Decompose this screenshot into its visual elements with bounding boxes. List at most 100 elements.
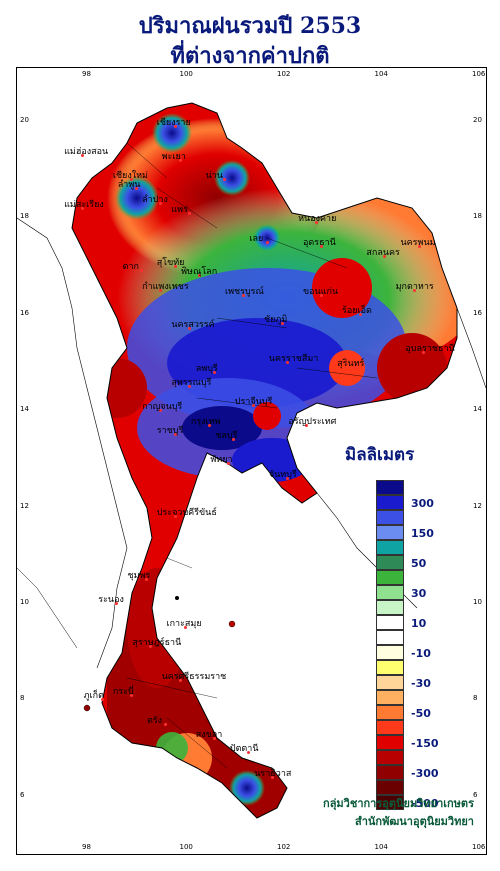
station-marker [222,177,226,181]
station-marker [81,153,85,157]
station-marker [320,293,323,297]
legend-swatch [376,780,404,795]
place-label: เพชรบูรณ์ [225,286,264,297]
station-marker [173,433,177,437]
legend-swatch [376,630,404,645]
lon-tick-label: 104 [374,843,388,851]
legend-swatch [376,555,404,570]
lon-tick-label: 106 [472,70,486,78]
lon-tick-label: 102 [277,70,291,78]
legend-swatch [376,645,404,660]
legend-swatch [376,510,404,525]
station-marker [285,476,289,480]
place-label: อุบลราชธานี [405,344,455,355]
station-marker [183,626,187,630]
legend-label: 300 [411,497,434,510]
station-marker [159,201,163,205]
place-label: น่าน [205,170,223,181]
lat-tick-label: 18 [20,212,29,221]
station-marker [212,370,216,374]
place-label: สุรินทร์ [337,358,365,369]
place-label: เลย [249,233,264,244]
lat-tick-label: 18 [473,212,482,221]
rainfall-map [17,102,486,819]
place-label: กระบี่ [112,686,134,697]
station-marker [359,312,362,316]
station-marker [188,385,192,389]
station-marker [198,274,202,278]
station-marker [173,124,177,128]
place-label: ลพบุรี [195,363,218,374]
place-label: ชัยภูมิ [264,315,288,326]
lat-tick-label: 12 [20,501,29,510]
station-marker [173,264,177,268]
station-marker [422,351,426,355]
place-label: แม่สะเรียง [64,199,104,210]
place-label: นราธิวาส [254,768,292,779]
place-label: สุราษฎร์ธานี [132,638,182,649]
place-label: ระนอง [98,595,124,605]
lat-tick-label: 20 [20,116,29,124]
legend-swatch [376,615,404,630]
place-label: สุพรรณบุรี [171,378,212,389]
place-label: ลำปาง [142,194,168,205]
station-marker [246,751,250,755]
legend-label: -10 [411,647,431,660]
legend-swatch [376,525,404,540]
place-label: ตาก [122,262,139,273]
place-label: เชียงราย [156,117,191,128]
lon-tick-label: 100 [179,70,193,78]
station-marker [251,404,255,408]
place-label: ประจวบคีรีขันธ์ [156,508,217,519]
lon-tick-label: 104 [374,70,388,78]
lat-tick-label: 12 [473,501,482,510]
place-label: อุดรธานี [303,238,336,249]
place-label: กำแพงเพชร [142,281,189,292]
station-marker [305,423,309,427]
lat-tick-label: 16 [473,308,482,317]
station-marker [188,211,192,215]
station-marker [242,293,245,297]
place-label: พะเยา [161,151,186,162]
place-label: ราชบุรี [156,426,184,437]
lon-tick-label: 98 [82,843,91,851]
lat-tick-label: 14 [473,405,482,414]
place-label: กรุงเทพ [190,416,221,427]
place-label: พัทยา [210,455,233,466]
map-title: ปริมาณฝนรวมปี 2553 [138,13,362,39]
station-marker [383,254,387,258]
place-label: ขอนแก่น [303,286,339,297]
legend-swatch [376,495,404,510]
station-marker [212,736,216,740]
legend-swatch [376,750,404,765]
legend-swatch [376,660,404,675]
station-marker [285,361,289,364]
legend-title: มิลลิเมตร [345,445,415,465]
lat-tick-label: 16 [20,308,29,317]
place-label: พิษณุโลก [181,267,218,278]
station-marker [144,577,148,581]
station-marker [412,288,416,292]
legend-label: -300 [411,767,439,780]
legend-label: 50 [411,557,427,570]
place-label: สกลนคร [366,247,400,258]
station-marker [134,187,138,191]
station-marker [139,269,143,273]
lon-tick-label: 102 [277,843,291,851]
legend-swatch [376,585,404,600]
legend-swatch [376,570,404,585]
legend-label: -150 [411,737,439,750]
lat-tick-label: 10 [20,598,29,606]
map-frame: เชียงราย แม่ฮ่องสอน พะเยา เชียงใหม่ น่าน ลำพู… [16,67,487,855]
footer-department: สำนักพัฒนาอุตุนิยมวิทยา [355,815,474,828]
legend-label: -50 [411,707,431,720]
legend-label: 30 [411,587,427,600]
legend-label: 10 [411,617,427,630]
legend-swatch [376,480,404,495]
lat-tick-label: 14 [20,405,29,414]
station-marker [164,722,167,726]
station-marker [129,693,133,697]
station-marker [417,245,421,249]
legend-swatch [376,705,404,720]
lat-tick-label: 6 [473,790,478,799]
